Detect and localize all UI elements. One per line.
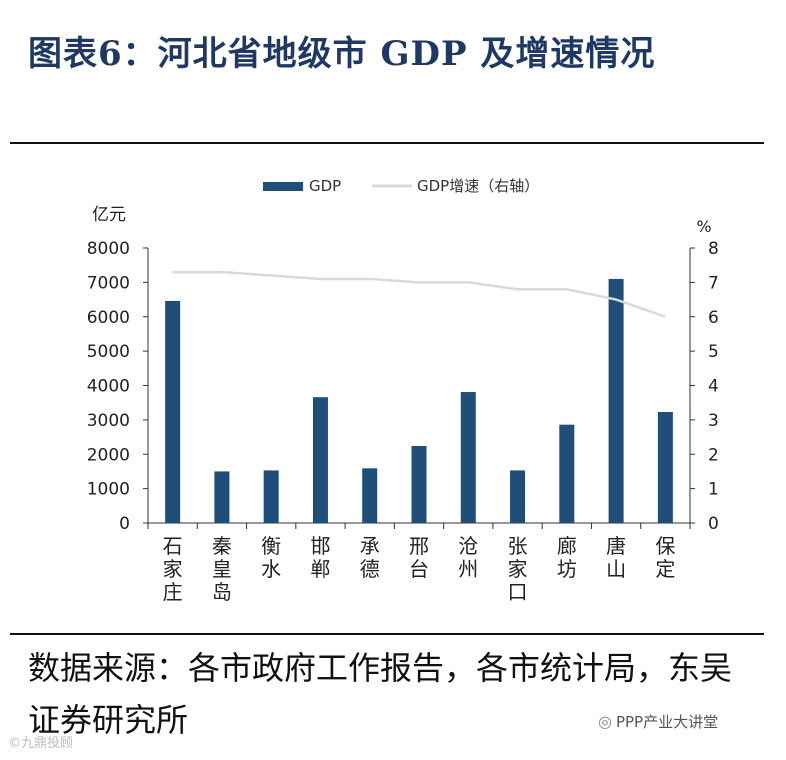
y-tick-right: 2 xyxy=(708,445,719,465)
bar-邢台 xyxy=(411,446,427,523)
bar-承德 xyxy=(362,468,378,523)
bar-廊坊 xyxy=(559,424,575,523)
x-label-char: 定 xyxy=(655,557,675,581)
legend-swatch-gdp xyxy=(263,182,303,191)
x-label-石家庄: 石家庄 xyxy=(163,534,183,604)
x-label-char: 州 xyxy=(458,557,478,581)
y-tick-right: 5 xyxy=(708,342,719,362)
bar-邯郸 xyxy=(312,397,328,523)
bar-保定 xyxy=(657,411,673,523)
x-label-char: 郸 xyxy=(310,557,330,581)
y-tick-right: 7 xyxy=(708,273,719,293)
x-label-唐山: 唐山 xyxy=(606,534,626,581)
x-label-char: 保 xyxy=(655,534,675,558)
y-tick-left: 3000 xyxy=(87,411,130,431)
gdp-chart: GDP GDP增速（右轴） 亿元% 0 1000 2000 3000 4000 5000 600… xyxy=(87,177,719,604)
x-label-char: 秦 xyxy=(212,534,232,558)
x-label-char: 家 xyxy=(163,557,183,581)
bar-衡水 xyxy=(263,470,279,523)
legend-label-growth: GDP增速（右轴） xyxy=(417,177,539,195)
x-label-char: 沧 xyxy=(458,534,478,558)
y-axis-right-unit: % xyxy=(696,217,711,236)
y-tick-right: 1 xyxy=(708,480,719,500)
x-label-承德: 承德 xyxy=(360,534,380,581)
x-label-邢台: 邢台 xyxy=(409,534,429,581)
growth-line-group xyxy=(172,270,666,318)
x-label-秦皇岛: 秦皇岛 xyxy=(212,534,232,604)
x-label-保定: 保定 xyxy=(655,534,675,581)
legend: GDP GDP增速（右轴） xyxy=(263,177,539,195)
legend-label-gdp: GDP xyxy=(309,177,341,195)
x-label-char: 廊 xyxy=(557,534,577,558)
bars xyxy=(165,278,673,523)
x-label-衡水: 衡水 xyxy=(261,534,281,581)
y-tick-left: 2000 xyxy=(87,445,130,465)
axes: 亿元% 0 1000 2000 3000 4000 5000 6000 7000 8000 0 1 2 3… xyxy=(87,205,719,534)
y-tick-left: 6000 xyxy=(87,308,130,328)
bar-石家庄 xyxy=(165,300,181,523)
wechat-icon: ◎ xyxy=(598,712,612,731)
x-label-张家口: 张家口 xyxy=(508,534,528,604)
x-label-char: 衡 xyxy=(261,534,281,558)
x-label-char: 德 xyxy=(360,557,380,581)
x-label-char: 口 xyxy=(508,580,528,604)
source-note: 数据来源：各市政府工作报告，各市统计局，东吴证券研究所 xyxy=(28,649,733,739)
x-label-char: 家 xyxy=(508,557,528,581)
y-tick-right: 8 xyxy=(708,239,719,259)
copyright-mark: © xyxy=(8,736,21,751)
x-label-char: 唐 xyxy=(606,534,626,558)
bar-沧州 xyxy=(460,392,476,523)
y-tick-left: 4000 xyxy=(87,377,130,397)
y-tick-right: 0 xyxy=(708,514,719,534)
x-label-char: 石 xyxy=(163,534,183,558)
growth-line xyxy=(172,270,666,318)
chart-title: 图表6：河北省地级市 GDP 及增速情况 xyxy=(28,34,656,74)
x-label-char: 庄 xyxy=(163,580,183,604)
y-tick-left: 1000 xyxy=(87,480,130,500)
bar-唐山 xyxy=(608,278,624,523)
y-tick-left: 0 xyxy=(119,514,130,534)
x-label-廊坊: 廊坊 xyxy=(557,534,577,581)
top-rule xyxy=(10,142,764,144)
x-label-邯郸: 邯郸 xyxy=(310,534,330,581)
x-label-char: 承 xyxy=(360,534,380,558)
x-label-char: 皇 xyxy=(212,557,232,581)
y-tick-right: 6 xyxy=(708,308,719,328)
watermark-right-text: PPP产业大讲堂 xyxy=(615,713,719,731)
bar-秦皇岛 xyxy=(214,471,230,523)
x-label-char: 山 xyxy=(606,557,626,581)
y-axis-left-unit: 亿元 xyxy=(92,205,126,225)
y-tick-left: 5000 xyxy=(87,342,130,362)
y-tick-right: 3 xyxy=(708,411,719,431)
x-label-char: 坊 xyxy=(557,557,577,581)
x-label-char: 岛 xyxy=(212,580,232,604)
y-tick-left: 7000 xyxy=(87,273,130,293)
x-label-char: 张 xyxy=(508,534,528,558)
y-tick-left: 8000 xyxy=(87,239,130,259)
y-tick-right: 4 xyxy=(708,377,719,397)
bar-张家口 xyxy=(510,470,526,523)
watermark-left-text: 九鼎投顾 xyxy=(21,736,74,751)
x-label-char: 水 xyxy=(261,557,281,581)
watermark-left: ©九鼎投顾 xyxy=(8,732,73,751)
watermark-right: ◎ PPP产业大讲堂 xyxy=(598,711,718,732)
x-label-char: 邢 xyxy=(409,534,429,558)
x-label-char: 台 xyxy=(409,557,429,581)
x-label-char: 邯 xyxy=(310,534,330,558)
x-label-沧州: 沧州 xyxy=(458,534,478,581)
bottom-rule xyxy=(10,633,764,635)
